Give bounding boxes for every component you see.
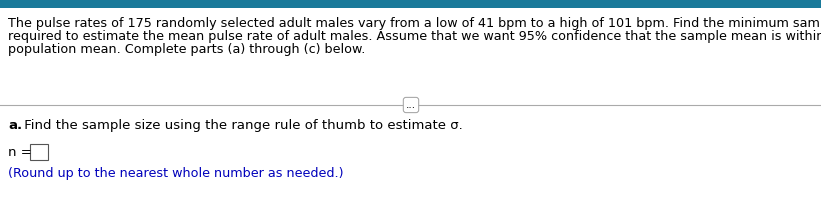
Text: population mean. Complete parts (a) through (c) below.: population mean. Complete parts (a) thro… [8, 43, 365, 56]
Text: required to estimate the mean pulse rate of adult males. Assume that we want 95%: required to estimate the mean pulse rate… [8, 30, 821, 43]
FancyBboxPatch shape [30, 144, 48, 160]
Text: ...: ... [406, 100, 416, 110]
FancyBboxPatch shape [0, 0, 821, 8]
Text: The pulse rates of 175 randomly selected adult males vary from a low of 41 bpm t: The pulse rates of 175 randomly selected… [8, 17, 821, 30]
Text: (Round up to the nearest whole number as needed.): (Round up to the nearest whole number as… [8, 167, 343, 180]
Text: a.: a. [8, 119, 22, 132]
Text: n =: n = [8, 146, 32, 159]
Text: Find the sample size using the range rule of thumb to estimate σ.: Find the sample size using the range rul… [20, 119, 463, 132]
